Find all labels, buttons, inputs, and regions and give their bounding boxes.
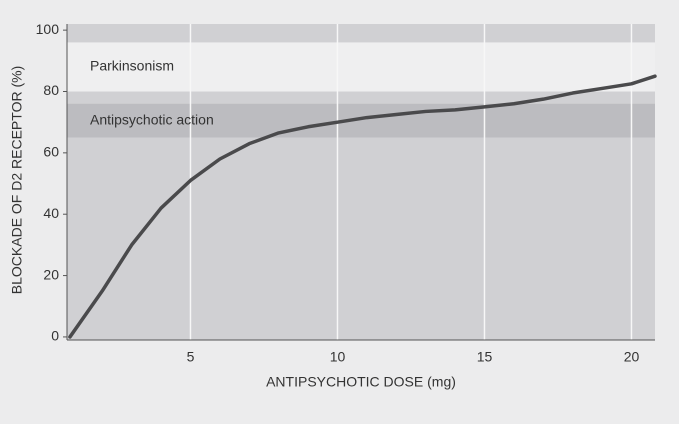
y-tick-label: 40 [43, 205, 59, 221]
y-tick-label: 0 [51, 328, 59, 344]
x-tick-label: 10 [330, 349, 346, 365]
band [67, 42, 655, 92]
band-label: Antipsychotic action [90, 111, 214, 127]
y-axis-label: BLOCKADE OF D2 RECEPTOR (%) [9, 66, 25, 294]
y-tick-label: 80 [43, 82, 59, 98]
x-tick-label: 15 [477, 349, 493, 365]
line [68, 74, 657, 339]
y-tick-label: 60 [43, 144, 59, 160]
x-axis-label: ANTIPSYCHOTIC DOSE (mg) [266, 374, 456, 390]
x-tick-label: 5 [187, 349, 195, 365]
band-label: Parkinsonism [90, 58, 174, 74]
band [67, 103, 655, 138]
x-tick-label: 20 [624, 349, 640, 365]
y-tick-label: 20 [43, 266, 59, 282]
y-tick-label: 100 [36, 21, 60, 37]
